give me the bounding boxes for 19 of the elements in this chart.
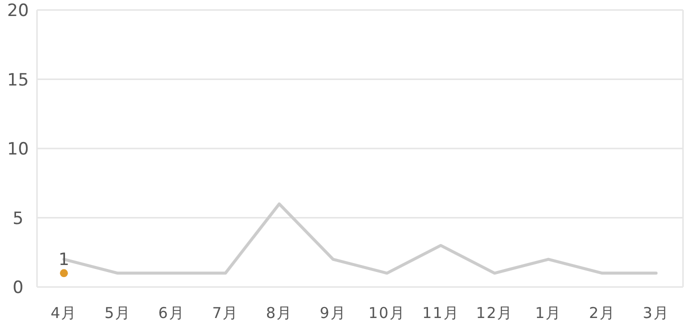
y-tick-label: 5 [12,208,24,229]
line-series [62,202,658,275]
x-tick-label: 11月 [422,304,460,322]
x-tick-label: 1月 [535,304,562,322]
y-tick-label: 15 [7,70,29,90]
x-tick-label: 10月 [368,304,406,322]
x-tick-label: 4月 [50,304,78,322]
x-tick-label: 7月 [212,304,239,322]
x-tick-label: 5月 [104,304,132,322]
y-tick-label: 20 [7,1,29,21]
y-tick-label: 0 [12,278,24,298]
x-tick-label: 12月 [476,304,514,322]
x-tick-label: 9月 [320,304,346,322]
x-tick-label: 3月 [642,304,670,322]
data-label: 1 [58,250,70,270]
x-tick-label: 8月 [266,304,293,322]
x-tick-label: 6月 [158,304,185,322]
x-tick-label: 2月 [588,304,616,322]
y-tick-label: 10 [7,140,29,160]
